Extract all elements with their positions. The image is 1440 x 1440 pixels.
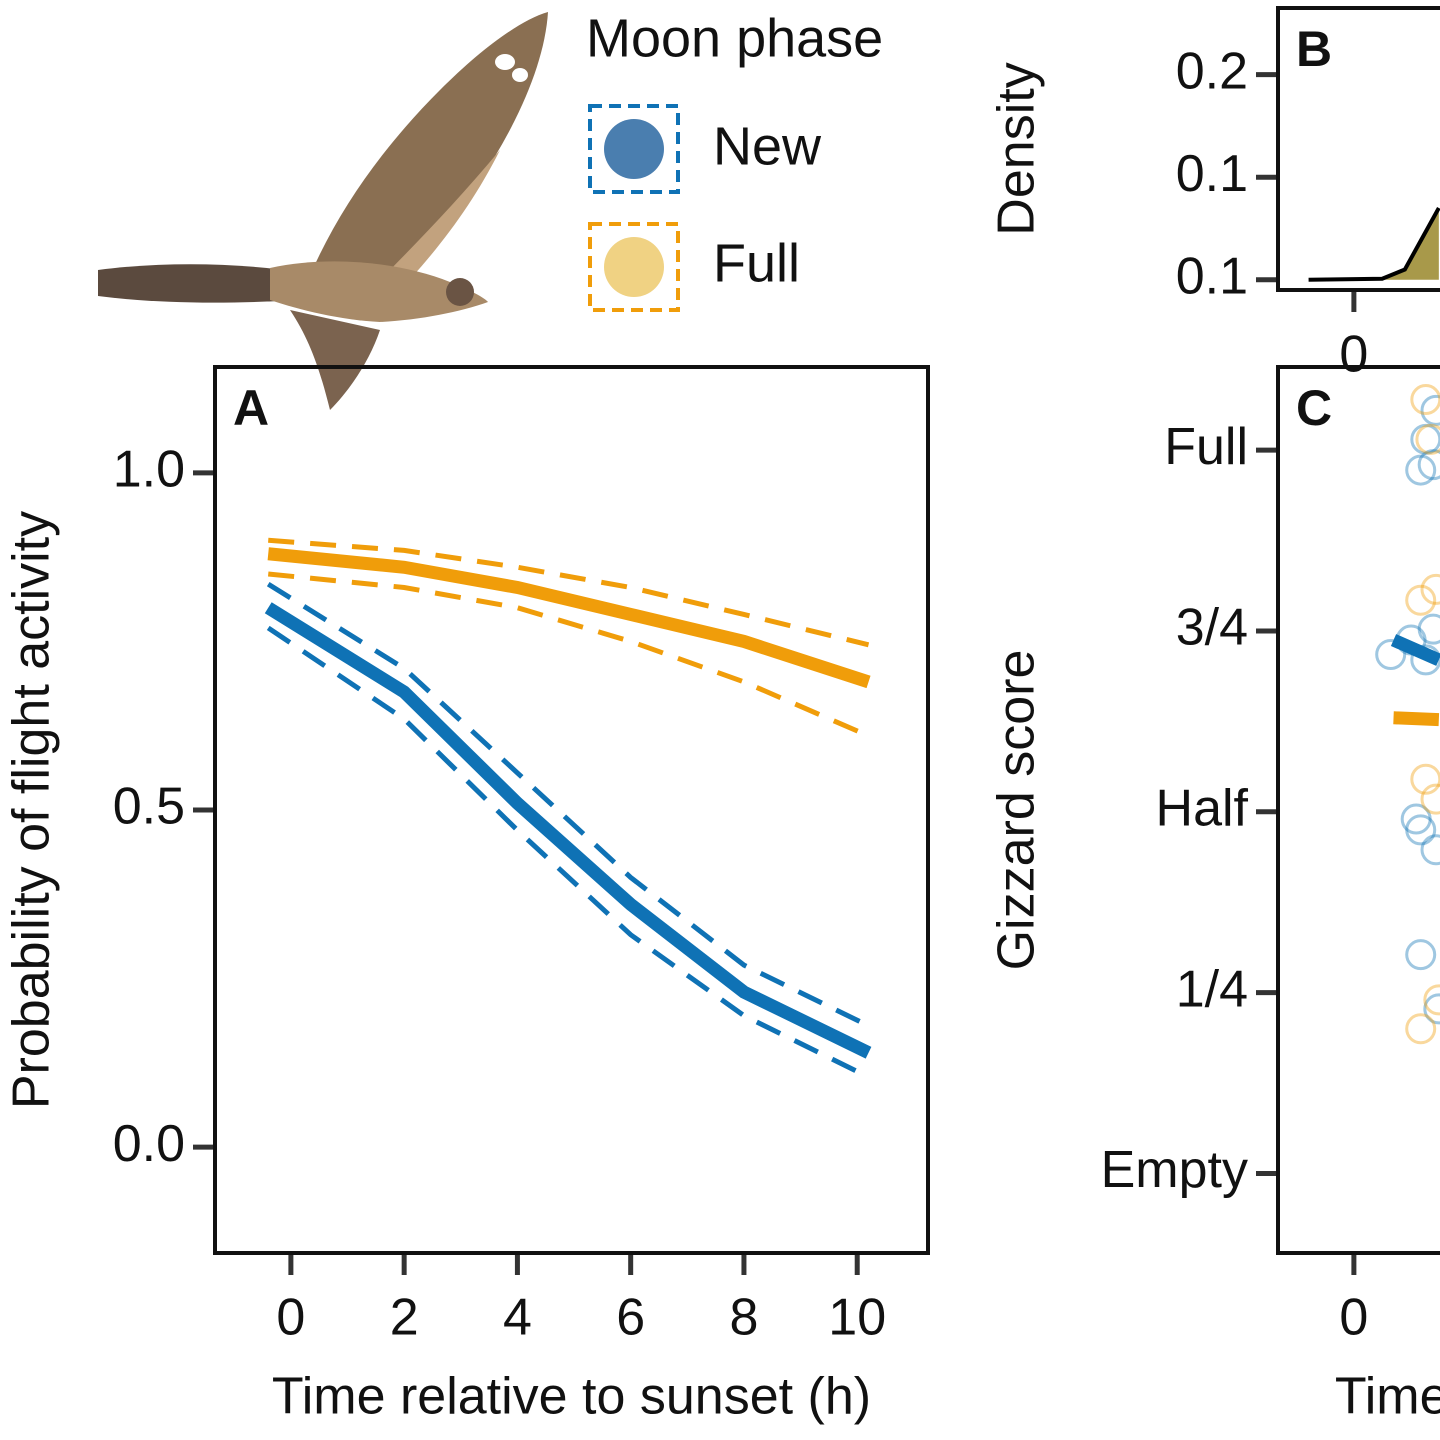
y-tick-label: Half — [1156, 780, 1249, 838]
legend-title: Moon phase — [586, 8, 883, 68]
point — [1420, 783, 1440, 815]
y-tick-label: 0.5 — [113, 778, 185, 836]
density-line — [1308, 206, 1440, 282]
y-axis-label: Density — [988, 62, 1046, 235]
point — [1423, 993, 1440, 1025]
y-tick-label: Empty — [1101, 1141, 1248, 1199]
y-tick-label: 1.0 — [113, 441, 185, 499]
x-tick-label: 6 — [616, 1289, 645, 1347]
x-tick-label: 0 — [1339, 326, 1368, 384]
panel-label: C — [1296, 380, 1332, 436]
x-tick-label: 4 — [503, 1289, 532, 1347]
x-axis-label: Time relative to sunset (h) — [1335, 1368, 1440, 1426]
panel-label: B — [1296, 21, 1332, 77]
point — [1420, 394, 1440, 426]
plot-frame — [1276, 6, 1440, 292]
y-tick-label: 0.1 — [1176, 247, 1248, 305]
point — [1375, 638, 1407, 670]
legend-label: Full — [713, 233, 800, 293]
ci-line — [268, 537, 870, 648]
point — [1405, 814, 1437, 846]
x-axis-label: Time relative to sunset (h) — [272, 1368, 871, 1426]
point — [1423, 984, 1440, 1016]
point — [1405, 454, 1437, 486]
bird-illustration — [98, 12, 548, 410]
point — [1415, 423, 1440, 455]
ci-line — [266, 581, 870, 1029]
legend-moon — [604, 119, 664, 179]
point — [1405, 939, 1437, 971]
x-tick-label: 0 — [276, 1289, 305, 1347]
point — [1420, 834, 1440, 866]
legend-moon — [604, 237, 664, 297]
plot-frame — [1276, 365, 1440, 1255]
y-tick-label: 0.2 — [1176, 42, 1248, 100]
point — [1420, 573, 1440, 605]
point — [1400, 803, 1432, 835]
line — [267, 547, 871, 689]
y-tick-label: 0.1 — [1176, 145, 1248, 203]
fit-line — [1393, 711, 1440, 727]
y-tick-label: 3/4 — [1176, 599, 1248, 657]
ci-line — [267, 571, 870, 739]
legend-box — [588, 104, 680, 194]
line — [264, 602, 872, 1059]
ci-line — [266, 625, 870, 1080]
point — [1417, 613, 1440, 645]
panel-label: A — [233, 380, 269, 436]
y-axis-label: Gizzard score — [988, 650, 1046, 971]
x-tick-label: 8 — [729, 1289, 758, 1347]
legend-label: New — [713, 116, 822, 176]
y-axis-label: Probability of flight activity — [3, 511, 61, 1109]
x-tick-label: 10 — [828, 1289, 886, 1347]
y-tick-label: Full — [1164, 418, 1248, 476]
plot-frame — [213, 365, 930, 1255]
area — [1308, 207, 1439, 280]
x-tick-label: 2 — [390, 1289, 419, 1347]
point — [1417, 449, 1440, 481]
legend-box — [588, 222, 680, 312]
fit-line — [1390, 634, 1440, 666]
point — [1405, 1013, 1437, 1045]
point — [1405, 584, 1437, 616]
y-tick-label: 0.0 — [113, 1115, 185, 1173]
y-tick-label: 1/4 — [1176, 960, 1248, 1018]
x-tick-label: 0 — [1339, 1289, 1368, 1347]
